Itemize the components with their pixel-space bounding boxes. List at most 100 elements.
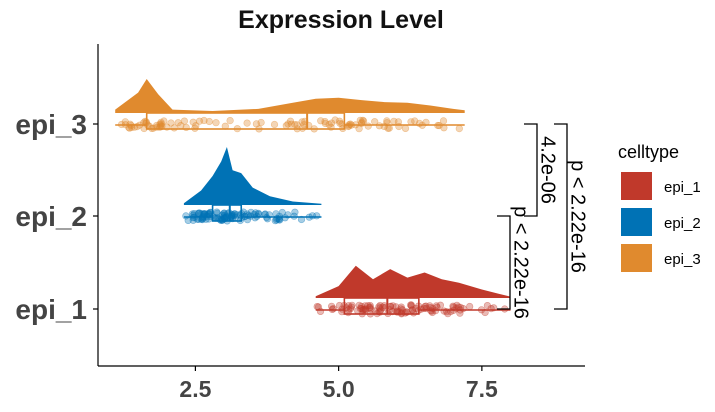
data-point bbox=[284, 120, 292, 128]
bracket-2: 4.2e-06 bbox=[524, 123, 559, 217]
data-point bbox=[230, 210, 238, 218]
data-point bbox=[346, 305, 355, 313]
data-point bbox=[347, 303, 356, 311]
data-point bbox=[367, 305, 375, 313]
data-point bbox=[376, 304, 384, 312]
data-point bbox=[336, 119, 344, 127]
data-point bbox=[375, 122, 384, 130]
bracket-line bbox=[524, 123, 538, 217]
data-point bbox=[220, 209, 228, 217]
data-point bbox=[358, 305, 366, 313]
data-point bbox=[226, 116, 234, 125]
data-point bbox=[220, 213, 228, 221]
data-point bbox=[356, 304, 364, 313]
data-point bbox=[286, 117, 295, 125]
data-point bbox=[270, 120, 279, 129]
data-point bbox=[375, 303, 383, 311]
legend-label-epi_3: epi_3 bbox=[664, 251, 701, 268]
box-epi_2 bbox=[211, 204, 243, 222]
legend-swatch-epi_1 bbox=[621, 172, 652, 200]
data-point bbox=[321, 119, 329, 127]
data-point bbox=[174, 119, 182, 127]
density-epi_1 bbox=[315, 265, 511, 298]
data-point bbox=[361, 305, 370, 313]
data-point bbox=[371, 118, 379, 126]
data-point bbox=[298, 118, 306, 126]
data-point bbox=[231, 210, 239, 218]
data-point bbox=[364, 122, 372, 130]
data-point bbox=[182, 212, 190, 220]
p-value-label: p < 2.22e-16 bbox=[510, 206, 532, 319]
plot-area bbox=[115, 79, 511, 318]
legend-label-epi_1: epi_1 bbox=[664, 179, 701, 196]
data-point bbox=[291, 208, 299, 216]
data-point bbox=[401, 124, 410, 132]
data-point bbox=[317, 117, 325, 125]
data-point bbox=[221, 211, 229, 219]
legend: celltype epi_1 epi_2 epi_3 bbox=[618, 142, 701, 272]
data-point bbox=[160, 117, 168, 125]
data-point bbox=[170, 124, 178, 132]
data-point bbox=[149, 124, 157, 132]
data-point bbox=[189, 118, 197, 126]
data-point bbox=[345, 306, 353, 314]
data-point bbox=[432, 302, 441, 310]
data-point bbox=[366, 302, 374, 310]
data-point bbox=[397, 303, 405, 311]
data-point bbox=[278, 208, 286, 217]
data-point bbox=[206, 208, 214, 217]
data-point bbox=[328, 302, 336, 310]
data-point bbox=[426, 302, 434, 310]
data-point bbox=[293, 121, 301, 129]
data-point bbox=[243, 119, 251, 127]
legend-swatch-epi_2 bbox=[621, 208, 652, 236]
data-point bbox=[156, 120, 164, 128]
data-point bbox=[436, 301, 445, 309]
data-point bbox=[359, 306, 367, 314]
data-point bbox=[212, 119, 220, 127]
data-point bbox=[220, 209, 228, 217]
x-tick-label: 2.5 bbox=[179, 376, 211, 402]
box-epi_3 bbox=[145, 112, 346, 130]
data-point bbox=[348, 301, 356, 309]
data-point bbox=[325, 120, 333, 129]
data-point bbox=[356, 116, 364, 124]
series-epi_3 bbox=[115, 79, 465, 133]
data-point bbox=[364, 302, 372, 310]
data-point bbox=[379, 303, 387, 311]
series-epi_2 bbox=[182, 147, 322, 225]
data-point bbox=[453, 301, 461, 309]
data-point bbox=[335, 301, 344, 310]
data-point bbox=[200, 116, 208, 125]
data-point bbox=[230, 212, 238, 220]
data-point bbox=[355, 301, 363, 309]
p-value-label: 4.2e-06 bbox=[537, 136, 559, 204]
significance-brackets: p < 2.22e-164.2e-06 p < 2.22e-16 bbox=[497, 123, 589, 319]
data-point bbox=[195, 117, 204, 125]
data-point bbox=[321, 117, 329, 126]
data-point bbox=[455, 125, 463, 133]
x-tick-label: 5.0 bbox=[323, 376, 355, 402]
box-epi_1 bbox=[343, 297, 420, 315]
data-point bbox=[213, 209, 221, 217]
series-epi_1 bbox=[313, 265, 511, 318]
axes: 2.5 5.0 7.5 epi_3 epi_2 epi_1 bbox=[15, 44, 585, 402]
legend-swatch-epi_3 bbox=[621, 244, 652, 272]
density-epi_2 bbox=[183, 147, 322, 205]
chart-title: Expression Level bbox=[238, 6, 444, 34]
data-point bbox=[366, 303, 374, 311]
data-point bbox=[483, 302, 492, 310]
data-point bbox=[407, 301, 416, 309]
data-point bbox=[392, 303, 400, 311]
bracket-line bbox=[554, 123, 568, 310]
bracket-line bbox=[497, 215, 511, 310]
data-point bbox=[407, 118, 415, 126]
data-point bbox=[345, 302, 353, 310]
data-point bbox=[308, 212, 317, 220]
data-point bbox=[205, 117, 213, 126]
data-point bbox=[408, 306, 416, 314]
data-point bbox=[271, 217, 279, 225]
data-point bbox=[422, 302, 430, 310]
data-point bbox=[365, 304, 374, 312]
data-point bbox=[357, 119, 366, 128]
